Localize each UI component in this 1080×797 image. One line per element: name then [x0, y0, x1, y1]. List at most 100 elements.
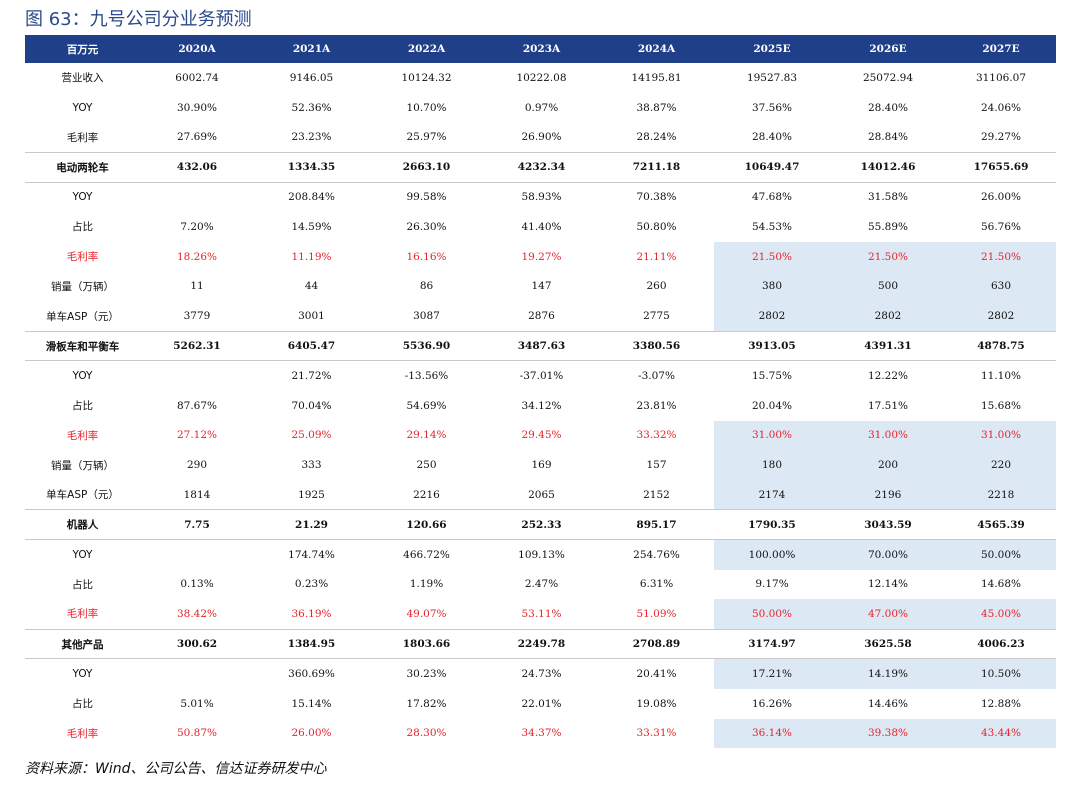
table-cell: 169 — [531, 459, 552, 472]
table-row: 占比 5.01% 15.14% 17.82% 22.01% 19.08% 16.26% 14.… — [25, 689, 1056, 719]
table-cell: 53.11% — [521, 607, 562, 620]
table-cell: 2876 — [528, 310, 555, 323]
table-cell: 24.73% — [521, 668, 562, 681]
table-cell: 14.46% — [867, 697, 909, 710]
table-cell: 7.20% — [180, 220, 214, 233]
table-cell: -3.07% — [638, 370, 675, 383]
row-label: 占比 — [72, 400, 93, 413]
table-cell: 31106.07 — [975, 71, 1027, 84]
table-cell: 200 — [830, 450, 946, 481]
row-label: 占比 — [72, 221, 93, 234]
table-cell: 39.38% — [830, 718, 946, 749]
header-year: 2021A — [254, 35, 369, 63]
table-cell: 254.76% — [633, 548, 680, 561]
table-cell: 109.13% — [518, 548, 565, 561]
table-cell: 17.82% — [406, 697, 447, 710]
table-row: 毛利率 27.69% 23.23% 25.97% 26.90% 28.24% 28.40% 2… — [25, 123, 1056, 153]
table-cell: 4565.39 — [977, 518, 1025, 531]
table-cell: 895.17 — [636, 518, 677, 531]
table-cell: 14012.46 — [860, 161, 916, 174]
table-cell: 10.70% — [406, 101, 447, 114]
table-cell: 9146.05 — [289, 71, 334, 84]
table-cell: 36.14% — [714, 718, 830, 749]
table-cell: 6405.47 — [287, 340, 336, 353]
row-label: YOY — [72, 668, 93, 681]
table-cell: 180 — [714, 450, 830, 481]
table-cell: 3087 — [413, 310, 440, 323]
table-cell — [140, 182, 254, 212]
table-cell: 50.87% — [176, 727, 218, 740]
table-row: YOY 21.72% -13.56% -37.01% -3.07% 15.75% 12.22… — [25, 361, 1056, 391]
table-cell: 38.42% — [176, 607, 218, 620]
table-cell: -37.01% — [519, 370, 564, 383]
table-cell: 15.68% — [980, 399, 1022, 412]
table-cell: 147 — [531, 280, 552, 293]
table-cell: 20.41% — [636, 668, 677, 681]
table-cell: 360.69% — [288, 668, 335, 681]
table-row: 销量（万辆） 11 44 86 147 260 380 500 630 — [25, 271, 1056, 302]
table-cell: 2196 — [830, 480, 946, 510]
table-cell: 26.30% — [406, 220, 447, 233]
forecast-table: 百万元 2020A 2021A 2022A 2023A 2024A 2025E … — [25, 35, 1056, 749]
table-cell: 120.66 — [406, 518, 447, 531]
table-cell: 18.26% — [176, 250, 218, 263]
table-cell: 23.23% — [291, 131, 332, 144]
segment-row: 滑板车和平衡车 5262.31 6405.47 5536.90 3487.63 3380.… — [25, 331, 1056, 361]
row-label: 毛利率 — [66, 251, 99, 264]
table-cell: 27.69% — [176, 131, 218, 144]
table-cell: 250 — [416, 459, 437, 472]
table-cell: 22.01% — [521, 697, 562, 710]
table-cell: 3043.59 — [864, 518, 912, 531]
header-year: 2023A — [484, 35, 599, 63]
table-cell: 7.75 — [184, 518, 210, 531]
table-cell: 300.62 — [176, 638, 218, 651]
table-cell: 19527.83 — [746, 71, 798, 84]
table-row: YOY 360.69% 30.23% 24.73% 20.41% 17.21% 14.19%… — [25, 658, 1056, 689]
source-note: 资料来源：Wind、公司公告、信达证券研发中心 — [25, 761, 327, 777]
table-cell: 6002.74 — [175, 71, 219, 84]
table-cell: 3913.05 — [748, 340, 796, 353]
table-cell: 2.47% — [524, 578, 559, 591]
table-cell: 28.30% — [406, 727, 447, 740]
table-cell: 47.00% — [830, 599, 946, 630]
table-cell: 5262.31 — [173, 340, 221, 353]
table-cell: 10124.32 — [401, 71, 452, 84]
table-cell: 17.51% — [867, 399, 909, 412]
table-cell: 0.13% — [180, 578, 214, 591]
table-header-row: 百万元 2020A 2021A 2022A 2023A 2024A 2025E … — [25, 35, 1056, 63]
table-cell: 1.19% — [409, 578, 444, 591]
table-cell: 54.53% — [751, 220, 793, 233]
table-row: YOY 208.84% 99.58% 58.93% 70.38% 47.68% 31.58%… — [25, 182, 1056, 212]
table-cell: 11 — [190, 280, 204, 293]
row-label: 占比 — [72, 698, 93, 711]
row-label: 销量（万辆） — [51, 280, 114, 293]
row-label: 销量（万辆） — [51, 459, 114, 472]
table-cell: 6.31% — [639, 578, 674, 591]
table-cell: 16.16% — [406, 250, 447, 263]
table-cell: 20.04% — [751, 399, 793, 412]
table-cell: 44 — [304, 280, 319, 293]
table-cell: 290 — [186, 459, 208, 472]
table-cell: 26.00% — [291, 727, 332, 740]
table-cell — [140, 540, 254, 570]
table-cell: 0.23% — [294, 578, 329, 591]
table-cell: 27.12% — [176, 429, 218, 442]
table-cell: 51.09% — [636, 607, 677, 620]
table-cell: 21.50% — [714, 241, 830, 272]
table-cell: 37.56% — [751, 101, 793, 114]
table-cell: 11.10% — [980, 370, 1022, 383]
table-cell: 49.07% — [406, 607, 447, 620]
table-cell: 30.23% — [406, 668, 447, 681]
table-cell: 29.45% — [521, 429, 562, 442]
table-cell: 14.68% — [980, 578, 1022, 591]
table-cell: 4878.75 — [977, 340, 1025, 353]
table-cell: 12.88% — [980, 697, 1022, 710]
table-cell: 5.01% — [180, 697, 214, 710]
table-cell: 30.90% — [176, 101, 218, 114]
table-cell: 630 — [946, 271, 1056, 302]
table-cell: 1384.95 — [287, 638, 336, 651]
row-label: 毛利率 — [66, 131, 99, 144]
table-cell: 31.00% — [830, 420, 946, 451]
table-cell: 10.50% — [946, 658, 1056, 689]
table-row: 占比 7.20% 14.59% 26.30% 41.40% 50.80% 54.53% 55.… — [25, 212, 1056, 242]
